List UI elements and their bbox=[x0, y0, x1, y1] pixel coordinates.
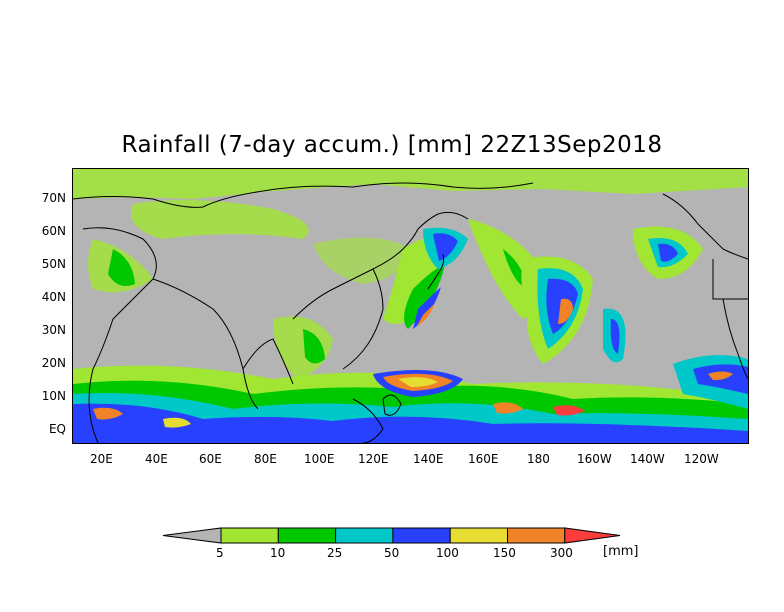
rain-region bbox=[610, 319, 620, 354]
colorbar-label: 5 bbox=[216, 546, 224, 560]
lon-label: 160E bbox=[468, 452, 499, 466]
rain-region bbox=[398, 377, 438, 387]
colorbar-segment bbox=[335, 527, 394, 544]
rain-region bbox=[404, 264, 445, 329]
lon-label: 120W bbox=[684, 452, 719, 466]
rain-region bbox=[163, 417, 191, 428]
lat-label: 60N bbox=[41, 224, 66, 238]
rain-region bbox=[433, 233, 458, 261]
lon-label: 120E bbox=[358, 452, 389, 466]
coastlines bbox=[73, 182, 748, 443]
colorbar-segment bbox=[277, 527, 337, 544]
rainfall-field bbox=[73, 169, 748, 443]
lat-label: 10N bbox=[41, 389, 66, 403]
rain-region bbox=[73, 403, 748, 443]
rain-region bbox=[93, 407, 123, 420]
lon-label: 160W bbox=[577, 452, 612, 466]
lat-label: 50N bbox=[41, 257, 66, 271]
rain-region bbox=[417, 303, 435, 326]
rain-region bbox=[131, 200, 309, 239]
colorbar-high-triangle bbox=[564, 527, 621, 544]
lon-label: 40E bbox=[145, 452, 168, 466]
colorbar-segment bbox=[220, 527, 279, 544]
map-title: Rainfall (7-day accum.) [mm] 22Z13Sep201… bbox=[121, 132, 663, 158]
colorbar-segment bbox=[392, 527, 451, 544]
colorbar-label: 150 bbox=[493, 546, 516, 560]
lon-label: 140W bbox=[630, 452, 665, 466]
lat-label: 70N bbox=[41, 191, 66, 205]
lon-label: 20E bbox=[90, 452, 113, 466]
lon-label: 80E bbox=[254, 452, 277, 466]
rain-region bbox=[313, 237, 413, 284]
colorbar-unit: [mm] bbox=[603, 544, 639, 559]
rain-region bbox=[108, 249, 135, 287]
colorbar-segment bbox=[507, 527, 566, 544]
lon-label: 180 bbox=[527, 452, 550, 466]
lat-label: EQ bbox=[48, 422, 66, 436]
lon-label: 60E bbox=[199, 452, 222, 466]
rain-region bbox=[413, 287, 441, 329]
colorbar-label: 25 bbox=[327, 546, 343, 560]
rain-region bbox=[303, 329, 325, 364]
rain-region bbox=[73, 169, 748, 199]
rain-region bbox=[493, 402, 523, 414]
colorbar-label: 100 bbox=[436, 546, 459, 560]
rain-region bbox=[553, 405, 585, 416]
colorbar-label: 10 bbox=[270, 546, 286, 560]
rain-region bbox=[273, 316, 333, 379]
colorbar-segment bbox=[449, 527, 509, 544]
colorbar-label: 50 bbox=[384, 546, 400, 560]
colorbar-low-triangle bbox=[162, 527, 222, 544]
rain-region bbox=[708, 371, 733, 381]
rainfall-map bbox=[72, 168, 749, 444]
lon-label: 100E bbox=[304, 452, 335, 466]
lon-label: 140E bbox=[413, 452, 444, 466]
rain-region bbox=[658, 243, 678, 262]
lat-label: 20N bbox=[41, 356, 66, 370]
rain-region bbox=[558, 298, 573, 324]
lat-label: 40N bbox=[41, 290, 66, 304]
colorbar-label: 300 bbox=[550, 546, 573, 560]
lat-label: 30N bbox=[41, 323, 66, 337]
